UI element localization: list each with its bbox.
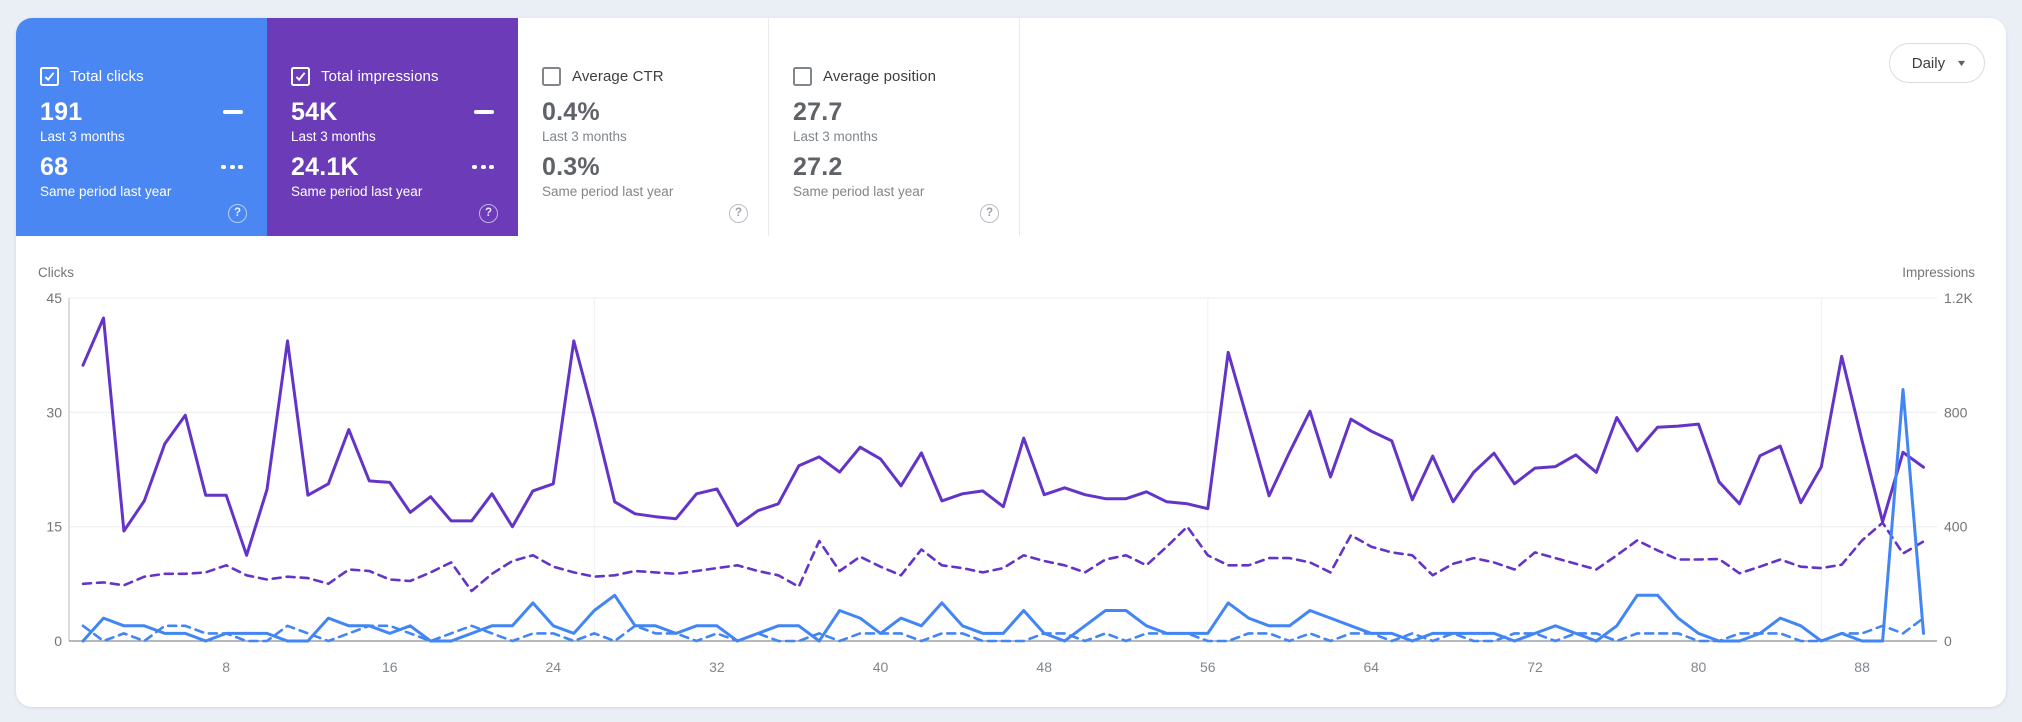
checkmark-icon <box>44 71 55 81</box>
previous-period: Same period last year <box>40 184 172 199</box>
previous-period: Same period last year <box>542 184 674 199</box>
previous-period: Same period last year <box>793 184 925 199</box>
previous-metric: 68 Same period last year <box>40 154 243 200</box>
average-ctr-checkbox[interactable] <box>542 66 561 86</box>
gridlines <box>68 297 1937 642</box>
series-impressions-solid <box>81 316 1925 557</box>
svg-text:48: 48 <box>1036 659 1052 675</box>
left-axis-ticks: 45 30 15 0 <box>46 290 62 649</box>
svg-text:400: 400 <box>1944 519 1968 535</box>
svg-text:88: 88 <box>1854 659 1870 675</box>
current-value: 191 <box>40 98 83 126</box>
current-metric: 191 Last 3 months <box>40 99 243 145</box>
current-value: 54K <box>291 98 338 126</box>
card-average-position-header: Average position <box>793 66 995 86</box>
card-label: Average position <box>823 67 937 85</box>
svg-text:40: 40 <box>873 659 889 675</box>
series-clicks-solid <box>81 388 1925 643</box>
solid-line-legend-icon <box>223 110 243 114</box>
current-period: Last 3 months <box>291 129 376 144</box>
card-average-ctr[interactable]: Average CTR 0.4% Last 3 months 0.3% Same… <box>518 18 769 236</box>
help-icon[interactable]: ? <box>228 204 247 223</box>
card-average-ctr-header: Average CTR <box>542 66 744 86</box>
svg-text:15: 15 <box>46 519 62 535</box>
current-value: 0.4% <box>542 98 600 126</box>
help-icon[interactable]: ? <box>729 204 748 223</box>
previous-metric: 24.1K Same period last year <box>291 154 494 200</box>
performance-chart-svg: Clicks Impressions 45 30 15 0 1.2K 800 400 0 8 16 24… <box>38 265 1975 675</box>
svg-text:56: 56 <box>1200 659 1216 675</box>
dashed-line-legend-icon <box>472 165 494 169</box>
svg-text:32: 32 <box>709 659 725 675</box>
card-label: Total impressions <box>321 67 439 85</box>
previous-metric: 27.2 Same period last year <box>793 154 995 200</box>
svg-text:24: 24 <box>546 659 562 675</box>
svg-text:45: 45 <box>46 290 62 306</box>
card-total-impressions-header: Total impressions <box>291 66 494 86</box>
previous-value: 24.1K <box>291 153 359 181</box>
current-metric: 0.4% Last 3 months <box>542 99 744 145</box>
right-axis-title: Impressions <box>1902 265 1975 280</box>
total-impressions-checkbox[interactable] <box>291 66 310 86</box>
help-icon[interactable]: ? <box>980 204 999 223</box>
chevron-down-icon: ▼ <box>1955 58 1968 68</box>
svg-text:80: 80 <box>1691 659 1707 675</box>
series-clicks-dashed <box>81 616 1925 643</box>
previous-period: Same period last year <box>291 184 423 199</box>
performance-chart[interactable]: Clicks Impressions 45 30 15 0 1.2K 800 400 0 8 16 24… <box>16 250 2006 706</box>
previous-value: 68 <box>40 153 69 181</box>
svg-text:1.2K: 1.2K <box>1944 290 1973 306</box>
svg-text:0: 0 <box>1944 633 1952 649</box>
svg-text:30: 30 <box>46 404 62 420</box>
current-period: Last 3 months <box>793 129 878 144</box>
card-total-clicks[interactable]: Total clicks 191 Last 3 months 68 Same p… <box>16 18 267 236</box>
granularity-label: Daily <box>1911 54 1946 72</box>
previous-value: 0.3% <box>542 153 600 181</box>
svg-text:72: 72 <box>1527 659 1543 675</box>
card-total-clicks-header: Total clicks <box>40 66 243 86</box>
svg-text:16: 16 <box>382 659 398 675</box>
current-metric: 54K Last 3 months <box>291 99 494 145</box>
dashed-line-legend-icon <box>221 165 243 169</box>
axis-labels: Clicks Impressions <box>38 265 1975 280</box>
svg-text:800: 800 <box>1944 404 1968 420</box>
metric-cards-row: Total clicks 191 Last 3 months 68 Same p… <box>16 18 1020 236</box>
previous-value: 27.2 <box>793 153 843 181</box>
series-lines <box>81 316 1925 643</box>
previous-metric: 0.3% Same period last year <box>542 154 744 200</box>
svg-text:8: 8 <box>222 659 230 675</box>
current-metric: 27.7 Last 3 months <box>793 99 995 145</box>
performance-panel: Total clicks 191 Last 3 months 68 Same p… <box>16 18 2006 707</box>
left-axis-title: Clicks <box>38 265 74 280</box>
card-total-impressions[interactable]: Total impressions 54K Last 3 months 24.1… <box>267 18 518 236</box>
help-icon[interactable]: ? <box>479 204 498 223</box>
solid-line-legend-icon <box>474 110 494 114</box>
x-axis-ticks: 8 16 24 32 40 48 56 64 72 80 88 <box>222 659 1870 675</box>
card-average-position[interactable]: Average position 27.7 Last 3 months 27.2… <box>769 18 1020 236</box>
granularity-dropdown[interactable]: Daily ▼ <box>1888 43 1985 83</box>
total-clicks-checkbox[interactable] <box>40 66 59 86</box>
current-period: Last 3 months <box>542 129 627 144</box>
card-label: Total clicks <box>70 67 144 85</box>
current-period: Last 3 months <box>40 129 125 144</box>
svg-text:64: 64 <box>1364 659 1380 675</box>
average-position-checkbox[interactable] <box>793 66 812 86</box>
checkmark-icon <box>295 71 306 81</box>
card-label: Average CTR <box>572 67 664 85</box>
current-value: 27.7 <box>793 98 843 126</box>
svg-text:0: 0 <box>54 633 62 649</box>
right-axis-ticks: 1.2K 800 400 0 <box>1944 290 1973 649</box>
series-impressions-dashed <box>81 521 1925 593</box>
